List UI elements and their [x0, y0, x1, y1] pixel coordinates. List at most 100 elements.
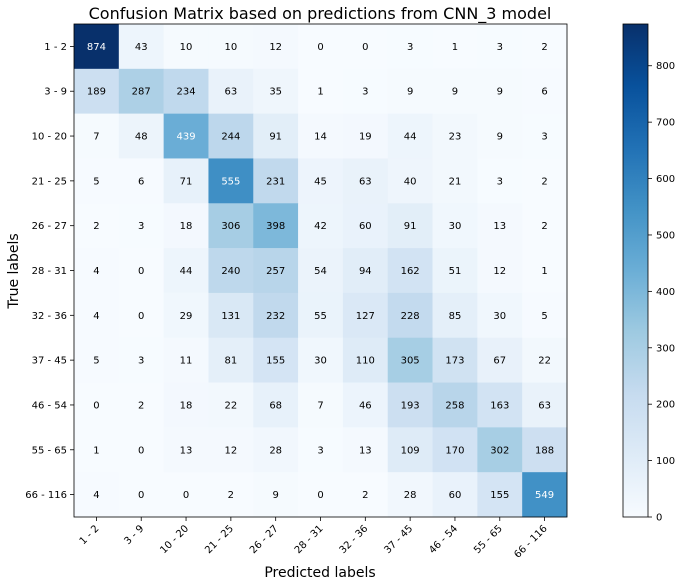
cell-value-label: 240 [221, 266, 240, 277]
heatmap-cell [74, 113, 120, 159]
cell-value-label: 63 [538, 400, 551, 411]
colorbar-tick-label: 100 [656, 456, 675, 467]
heatmap-cell [253, 472, 299, 518]
heatmap-cell [477, 68, 523, 114]
cell-value-label: 3 [407, 42, 413, 53]
heatmap-cell [432, 472, 478, 518]
cell-value-label: 549 [535, 490, 554, 501]
heatmap-cell [118, 68, 164, 114]
x-tick-label: 55 - 65 [472, 523, 505, 556]
cell-value-label: 13 [359, 445, 372, 456]
cell-value-label: 231 [266, 176, 285, 187]
heatmap-cell [253, 68, 299, 114]
cell-value-label: 40 [404, 176, 417, 187]
y-axis-ticks: 1 - 2 3 - 9 10 - 20 21 - 25 26 - 27 28 - 31 32… [25, 42, 74, 501]
heatmap-cell [163, 472, 209, 518]
cell-value-label: 18 [180, 221, 193, 232]
y-tick-label: 1 - 2 [44, 42, 67, 53]
heatmap-cell [163, 248, 209, 294]
x-tick-label: 3 - 9 [123, 523, 147, 547]
cell-value-label: 193 [401, 400, 420, 411]
cell-value-label: 232 [266, 311, 285, 322]
cell-value-label: 2 [138, 400, 144, 411]
cell-value-label: 22 [224, 400, 237, 411]
heatmap-cell [432, 337, 478, 383]
heatmap-cell [387, 292, 433, 339]
heatmap-cell [298, 158, 344, 204]
cell-value-label: 9 [272, 490, 278, 501]
y-tick-label: 26 - 27 [32, 221, 67, 232]
heatmap-cell [208, 203, 254, 249]
cell-value-label: 0 [362, 42, 368, 53]
cell-value-label: 14 [314, 132, 327, 143]
heatmap-cell [118, 158, 164, 204]
heatmap-cell [208, 472, 254, 518]
heatmap-cell [477, 248, 523, 294]
x-tick-label: 28 - 31 [293, 523, 326, 556]
cell-value-label: 874 [87, 42, 106, 53]
cell-value-label: 0 [138, 266, 144, 277]
x-tick-label: 46 - 54 [427, 523, 460, 556]
colorbar-tick-label: 700 [656, 118, 675, 129]
cell-value-label: 162 [401, 266, 420, 277]
heatmap-cell [118, 248, 164, 294]
heatmap-cell [208, 337, 254, 383]
y-tick-label: 55 - 65 [32, 445, 67, 456]
heatmap-cell [163, 382, 209, 428]
cell-value-label: 163 [490, 400, 509, 411]
heatmap-cell [522, 113, 568, 159]
cell-value-label: 1 [541, 266, 547, 277]
colorbar-tick-label: 400 [656, 287, 675, 298]
heatmap-cell [163, 113, 209, 159]
heatmap-cell [74, 427, 120, 473]
heatmap-cell [74, 24, 120, 70]
cell-value-label: 9 [497, 87, 503, 98]
heatmap-cell [74, 337, 120, 383]
cell-value-label: 3 [362, 87, 368, 98]
cell-value-label: 258 [445, 400, 464, 411]
cell-value-label: 63 [359, 176, 372, 187]
heatmap-cell [253, 292, 299, 339]
heatmap-cell [74, 292, 120, 339]
cell-value-label: 170 [445, 445, 464, 456]
heatmap-cell [163, 337, 209, 383]
y-tick-label: 66 - 116 [25, 490, 67, 501]
cell-value-label: 21 [449, 176, 462, 187]
cell-value-label: 110 [356, 356, 375, 367]
cell-value-label: 439 [176, 132, 195, 143]
heatmap-cell [163, 203, 209, 249]
heatmap-cells [74, 24, 568, 518]
cell-value-label: 91 [269, 132, 282, 143]
cell-value-label: 0 [183, 490, 189, 501]
heatmap-cell [477, 382, 523, 428]
cell-value-label: 2 [541, 176, 547, 187]
heatmap-cell [163, 68, 209, 114]
heatmap-cell [74, 68, 120, 114]
cell-value-label: 45 [314, 176, 327, 187]
heatmap-cell [432, 24, 478, 70]
cell-value-label: 0 [93, 400, 99, 411]
heatmap-cell [298, 113, 344, 159]
cell-value-label: 18 [180, 400, 193, 411]
colorbar-tick-label: 600 [656, 174, 675, 185]
cell-value-label: 28 [404, 490, 417, 501]
cell-value-label: 3 [541, 132, 547, 143]
heatmap-cell [253, 113, 299, 159]
cell-value-label: 81 [224, 356, 237, 367]
cell-value-label: 127 [356, 311, 375, 322]
heatmap-cell [208, 292, 254, 339]
cell-value-label: 173 [445, 356, 464, 367]
heatmap-cell [387, 113, 433, 159]
cell-value-label: 228 [401, 311, 420, 322]
heatmap-cell [387, 68, 433, 114]
cell-value-label: 3 [497, 42, 503, 53]
heatmap-cell [387, 203, 433, 249]
cell-value-label: 7 [93, 132, 99, 143]
heatmap-cell [208, 158, 254, 204]
heatmap-cell [342, 382, 389, 428]
cell-value-label: 10 [224, 42, 237, 53]
heatmap-cell [163, 292, 209, 339]
cell-value-label: 3 [317, 445, 323, 456]
heatmap-cell [522, 292, 568, 339]
heatmap-cell [118, 337, 164, 383]
